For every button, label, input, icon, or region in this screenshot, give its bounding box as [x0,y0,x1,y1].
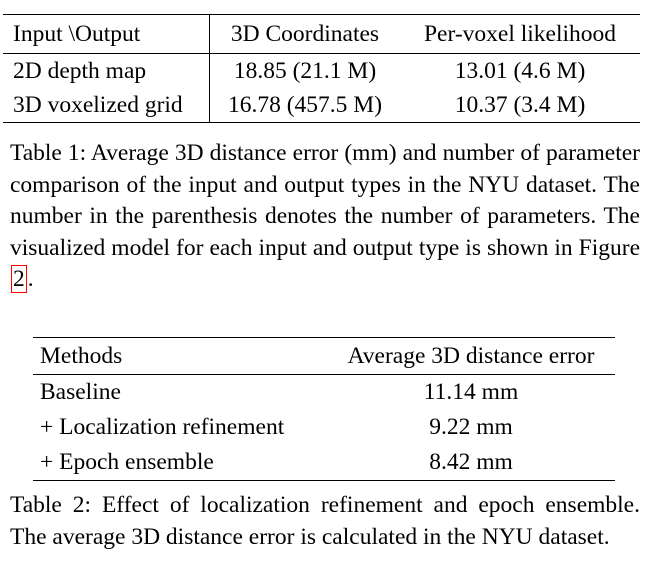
table-1-header-input-output: Input \Output [3,14,210,54]
table-1-cell: 18.85 (21.1 M) [233,57,377,84]
table-row: 2D depth map 18.85 (21.1 M) 13.01 (4.6 M… [3,53,640,88]
table-1-row-label: 2D depth map [3,53,210,88]
table-1-caption-end: . [27,266,34,292]
table-2-error: 11.14 mm [423,379,519,405]
table-row: + Epoch ensemble 8.42 mm [33,445,615,481]
table-2-error: 9.22 mm [429,414,513,440]
figure-reference-link[interactable]: 2 [11,265,27,293]
table-2: Methods Average 3D distance error Baseli… [33,337,615,481]
table-row: Baseline 11.14 mm [33,375,615,411]
table-1-row-label: 3D voxelized grid [3,88,210,123]
table-1-cell-best: 10.37 (3.4 M) [454,91,586,118]
table-2-header-error: Average 3D distance error [347,342,595,369]
table-2-header-methods: Methods [40,342,123,369]
table-1-caption: Table 1: Average 3D distance error (mm) … [10,138,640,296]
table-1-cell: 16.78 (457.5 M) [227,91,383,118]
table-1-caption-text: Table 1: Average 3D distance error (mm) … [10,140,640,261]
table-1-header-3d-coordinates: 3D Coordinates [230,20,380,47]
table-1-header-row: Input \Output 3D Coordinates Per-voxel l… [3,14,640,54]
table-2-error: 8.42 mm [429,449,513,475]
table-2-method: + Localization refinement [40,414,285,440]
table-2-method: + Epoch ensemble [40,449,214,475]
table-2-method: Baseline [40,379,121,405]
table-1-cell: 13.01 (4.6 M) [454,57,586,84]
table-1-header-per-voxel-likelihood: Per-voxel likelihood [423,20,617,47]
table-row: + Localization refinement 9.22 mm [33,410,615,445]
table-1: Input \Output 3D Coordinates Per-voxel l… [3,14,640,123]
table-2-caption: Table 2: Effect of localization refineme… [10,492,640,550]
table-2-header-row: Methods Average 3D distance error [33,337,615,375]
table-row: 3D voxelized grid 16.78 (457.5 M) 10.37 … [3,88,640,123]
